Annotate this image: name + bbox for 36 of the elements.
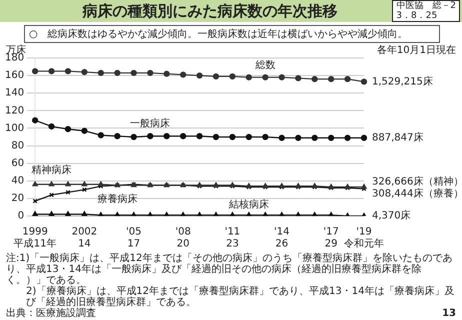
series-label: 精神病床 — [32, 164, 72, 176]
y-tick-label: 80 — [11, 140, 24, 152]
annotation: 308,444床（療養） — [372, 188, 462, 200]
chart-subtitle: ○ 総病床数はゆるやかな減少傾向。一般病床数は近年は横ばいからやや減少傾向。 — [24, 25, 440, 43]
annotation: 4,370床 — [372, 210, 411, 222]
text: 注:1)「一般病床」は、平成12年までは「その他の病床」のうち「療養型病床群」を除いたものであり、平成13・14年は「一般病床」及び「経過的旧その他の病床（経過的旧療養型病床群を除く。）」である。 — [6, 253, 454, 286]
x-tick-label: '05 17 — [126, 226, 142, 250]
series-label: 一般病床 — [130, 118, 170, 130]
y-tick-label: 0 — [18, 210, 24, 222]
text: 13 — [442, 308, 456, 319]
y-tick-label: 120 — [4, 105, 24, 116]
source-note: 出典：医療施設調査 — [6, 308, 96, 319]
y-tick-label: 40 — [11, 175, 24, 186]
y-tick-label: 140 — [4, 88, 24, 99]
annotation: 1,529,215床 — [372, 75, 433, 88]
x-tick-label: '14 26 — [274, 226, 290, 250]
series-label: 療養病床 — [97, 192, 138, 205]
y-tick-label: 180 — [4, 52, 24, 64]
series-label: 総数 — [254, 58, 276, 71]
x-tick-label: 2002 14 — [72, 226, 98, 250]
x-tick-label: '19 令和元年 — [344, 226, 384, 250]
y-tick-label: 20 — [11, 193, 24, 204]
text: 各年10月1日現在 — [376, 44, 456, 57]
x-tick-label: '11 23 — [224, 226, 240, 250]
y-tick-label: 60 — [11, 158, 24, 169]
text: 中医協 総－2 3．8．25 — [392, 0, 460, 22]
series-label: 結核病床 — [228, 198, 269, 211]
y-tick-label: 100 — [4, 122, 24, 134]
annotation: 326,666床（精神） — [372, 176, 462, 188]
text: 2)「療養病床」は、平成12年までは「療養型病床群」であり、平成13・14年は「療養病床」及び「経過的旧療養型病床群」である。 — [26, 286, 456, 308]
annotation: 887,847床 — [372, 131, 424, 144]
x-tick-label: 1999 平成11年 — [14, 226, 56, 250]
x-tick-label: '17 29 — [323, 226, 339, 250]
y-tick-label: 160 — [4, 70, 24, 82]
x-tick-label: '08 20 — [175, 226, 191, 250]
chart-title: 病床の種類別にみた病床数の年次推移 — [81, 2, 338, 21]
